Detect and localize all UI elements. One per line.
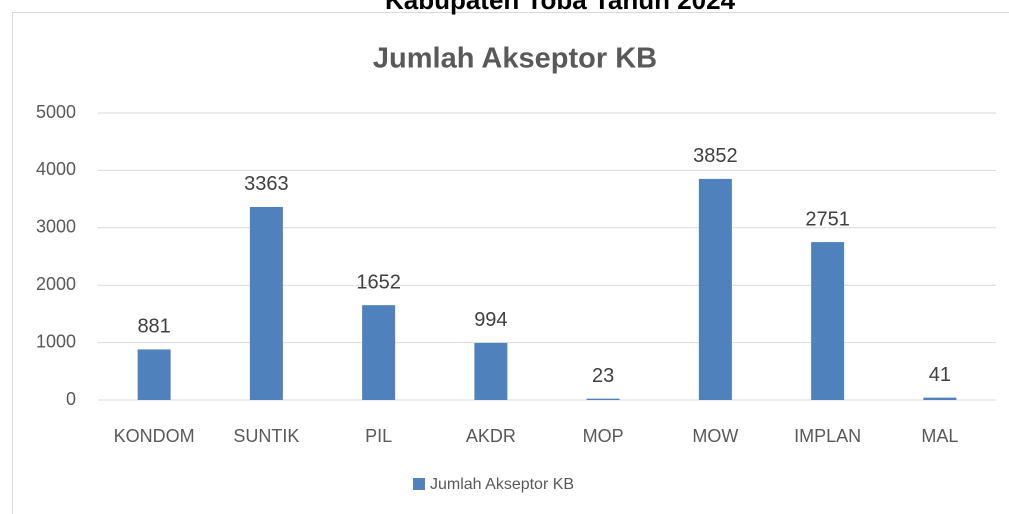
legend-swatch [413, 478, 425, 490]
x-tick-label: IMPLAN [794, 426, 861, 446]
x-tick-label: AKDR [466, 426, 516, 446]
bar [923, 397, 957, 400]
page-heading: Kabupaten Toba Tahun 2024 [385, 0, 736, 15]
x-tick-label: MAL [921, 426, 958, 446]
x-tick-label: MOW [692, 426, 738, 446]
data-label: 3852 [693, 145, 738, 167]
bar [249, 206, 283, 400]
y-tick-label: 0 [66, 389, 76, 409]
x-tick-label: SUNTIK [233, 426, 299, 446]
data-label: 1652 [356, 271, 401, 293]
bar [137, 349, 171, 400]
y-tick-label: 5000 [36, 102, 76, 122]
bar [474, 342, 508, 400]
data-label: 3363 [244, 173, 289, 195]
y-tick-label: 3000 [36, 217, 76, 237]
y-tick-label: 2000 [36, 274, 76, 294]
bar [698, 178, 732, 400]
bar [586, 398, 620, 400]
chart-title: Jumlah Akseptor KB [373, 43, 657, 75]
data-label: 23 [592, 365, 614, 387]
bar [811, 242, 845, 400]
x-tick-label: PIL [365, 426, 392, 446]
data-label: 41 [929, 364, 951, 386]
y-tick-label: 4000 [36, 159, 76, 179]
x-tick-label: KONDOM [114, 426, 195, 446]
legend-label: Jumlah Akseptor KB [430, 476, 574, 493]
bar [362, 305, 396, 400]
data-label: 994 [474, 309, 507, 331]
data-label: 881 [137, 316, 170, 338]
data-label: 2751 [805, 208, 850, 230]
y-tick-label: 1000 [36, 331, 76, 351]
x-tick-label: MOP [583, 426, 624, 446]
